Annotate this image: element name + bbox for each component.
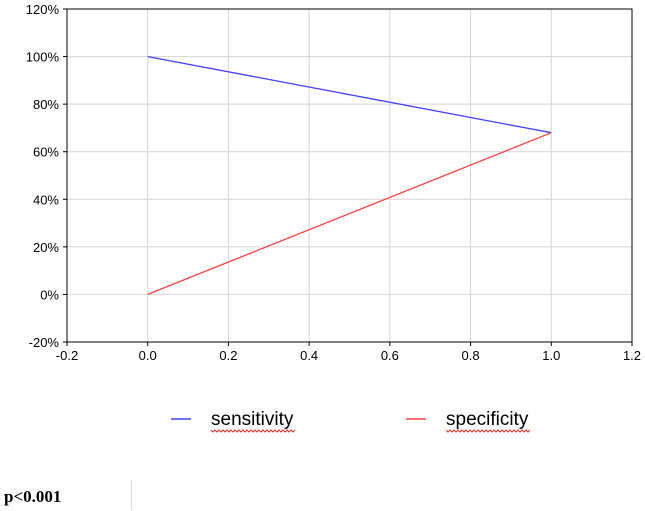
y-tick-label: 0% [40,287,59,302]
x-tick-label: 0.6 [381,348,399,363]
plot-frame [66,8,633,343]
sensitivity-legend-label: sensitivity [211,409,294,430]
x-tick-label: 1.2 [623,348,641,363]
p-value-note: p<0.001 [4,487,62,506]
spellcheck-underline [210,429,296,433]
series-lines [147,55,552,296]
y-tick-label: 80% [33,97,59,112]
spellcheck-underline [445,429,531,433]
y-tick-label: 120% [26,2,60,17]
separator [131,480,132,510]
y-tick-label: 60% [33,145,59,160]
x-axis-ticks: -0.2 0.0 0.2 0.4 0.6 0.8 1.0 1.2 [56,342,641,363]
y-tick-label: 100% [26,50,60,65]
x-tick-label: -0.2 [56,348,78,363]
specificity-line [147,132,552,296]
y-axis-ticks: -20% 0% 20% 40% 60% 80% 100% 120% [26,2,67,350]
grid [67,9,632,342]
sensitivity-line [147,55,552,134]
y-tick-label: 40% [33,192,59,207]
x-tick-label: 0.2 [219,348,237,363]
x-tick-label: 0.0 [139,348,157,363]
chart: -0.2 0.0 0.2 0.4 0.6 0.8 1.0 1.2 -20% 0% 20% 40% 60… [26,2,641,433]
x-tick-label: 0.8 [462,348,480,363]
y-tick-label: 20% [33,240,59,255]
x-tick-label: 0.4 [300,348,318,363]
specificity-legend-label: specificity [446,409,529,430]
y-tick-label: -20% [29,335,60,350]
x-tick-label: 1.0 [542,348,560,363]
legend: sensitivity specificity [171,409,531,433]
